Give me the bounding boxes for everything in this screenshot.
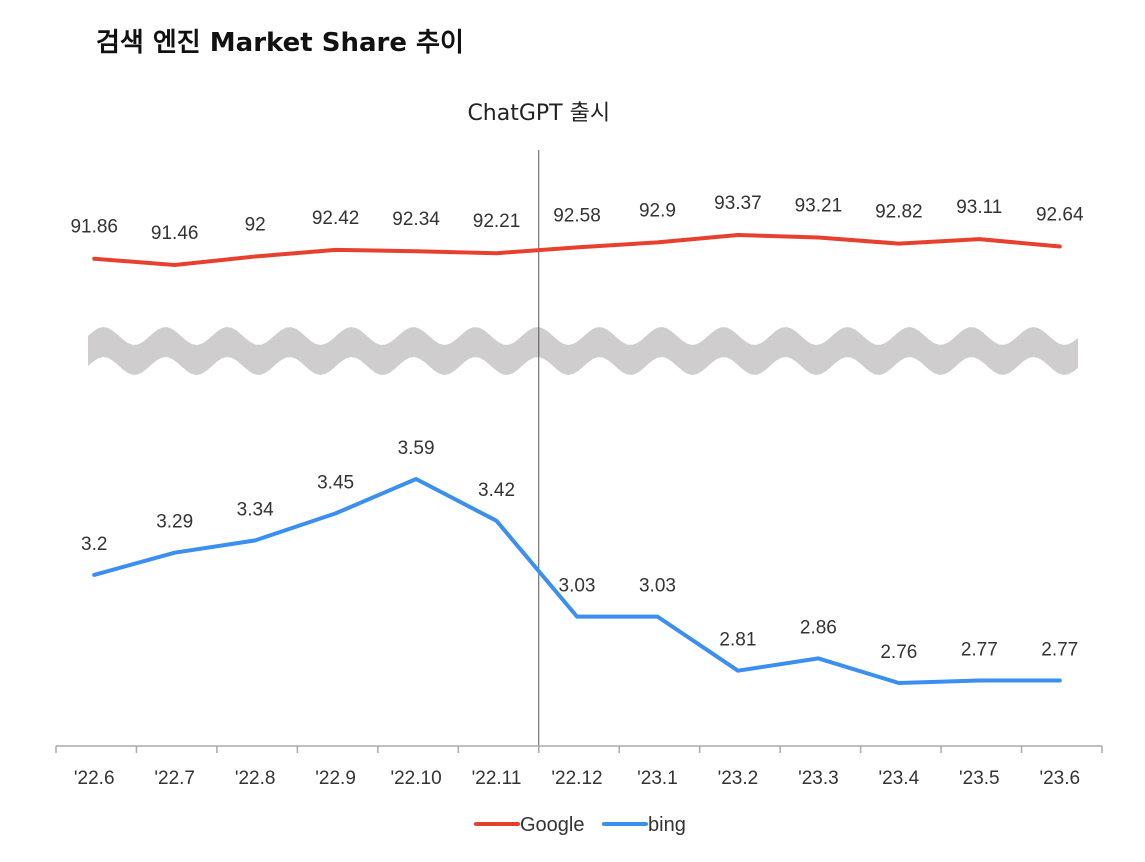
data-label-bing: 2.77 <box>1041 640 1078 661</box>
data-label-google: 92.42 <box>312 208 360 229</box>
axis-break-wave <box>88 327 1078 375</box>
chatgpt-release-label: ChatGPT 출시 <box>467 101 610 126</box>
data-label-bing: 2.81 <box>719 630 756 651</box>
data-label-google: 92.58 <box>553 205 601 226</box>
legend-label-google: Google <box>520 814 585 836</box>
legend-label-bing: bing <box>648 814 686 836</box>
chart-title: 검색 엔진 Market Share 추이 <box>96 28 464 58</box>
x-tick-label: '23.6 <box>1039 768 1080 789</box>
data-label-google: 93.21 <box>795 196 843 217</box>
data-label-google: 92.64 <box>1036 204 1084 225</box>
x-tick-label: '23.3 <box>798 768 839 789</box>
axis-break-band <box>88 327 1078 375</box>
legend: Google bing <box>474 814 686 836</box>
data-label-bing: 3.03 <box>559 576 596 597</box>
data-label-bing: 3.29 <box>156 512 193 533</box>
series-line-google <box>92 233 1062 267</box>
x-tick-label: '23.5 <box>959 768 1000 789</box>
x-tick-label: '22.12 <box>551 768 602 789</box>
data-label-bing: 2.77 <box>961 640 998 661</box>
data-label-google: 92.34 <box>392 209 440 230</box>
x-tick-label: '22.10 <box>390 768 441 789</box>
data-label-bing: 3.2 <box>81 534 107 555</box>
x-tick-label: '23.1 <box>637 768 678 789</box>
data-label-google: 92.82 <box>875 202 923 223</box>
data-label-bing: 3.45 <box>317 472 354 493</box>
data-label-bing: 3.42 <box>478 480 515 501</box>
series-line-bing <box>92 477 1062 685</box>
data-label-bing: 2.76 <box>880 642 917 663</box>
x-tick-label: '22.8 <box>235 768 276 789</box>
data-label-google: 91.86 <box>70 217 118 238</box>
x-tick-label: '22.11 <box>472 768 522 789</box>
data-label-google: 93.37 <box>714 193 762 214</box>
data-label-bing: 3.59 <box>398 438 435 459</box>
x-tick-label: '23.4 <box>879 768 920 789</box>
data-label-google: 91.46 <box>151 223 199 244</box>
x-tick-label: '22.6 <box>74 768 115 789</box>
x-tick-label: '22.7 <box>154 768 195 789</box>
data-label-google: 92.21 <box>473 211 521 232</box>
x-tick-label: '23.2 <box>718 768 759 789</box>
data-label-bing: 2.86 <box>800 617 837 638</box>
data-label-google: 92.9 <box>639 200 676 221</box>
data-label-bing: 3.34 <box>237 499 274 520</box>
data-label-google: 93.11 <box>956 197 1002 218</box>
x-axis: '22.6 '22.7 '22.8 '22.9 '22.10 '22.11 '22.12 '2… <box>55 745 1103 789</box>
data-label-google: 92 <box>245 215 266 236</box>
data-label-bing: 3.03 <box>639 576 676 597</box>
x-tick-label: '22.9 <box>315 768 356 789</box>
